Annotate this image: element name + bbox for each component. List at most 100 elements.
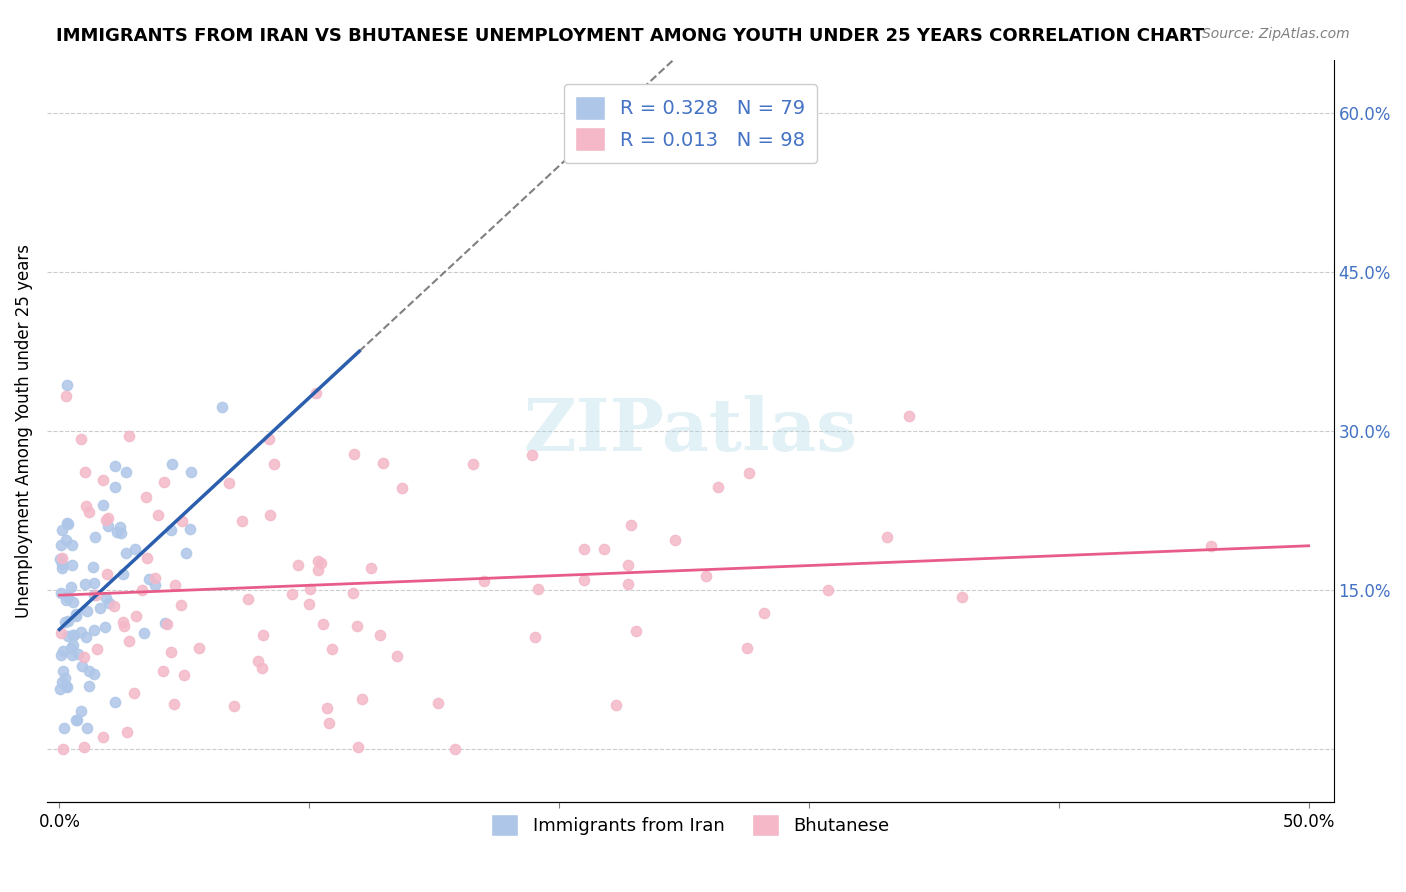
- Point: [104, 458, 127, 473]
- Point: [143, 571, 166, 585]
- Point: [346, 740, 368, 755]
- Point: [83, 624, 105, 638]
- Point: [52, 665, 75, 679]
- Point: [308, 554, 330, 568]
- Point: [152, 475, 174, 490]
- Point: [321, 641, 343, 656]
- Point: [75, 630, 97, 644]
- Point: [56, 516, 79, 531]
- Point: [86, 641, 108, 656]
- Point: [316, 701, 339, 715]
- Point: [617, 558, 640, 572]
- Point: [463, 457, 485, 471]
- Point: [73, 740, 96, 755]
- Point: [56, 516, 79, 531]
- Point: [173, 667, 195, 681]
- Point: [97, 596, 120, 610]
- Point: [616, 577, 638, 591]
- Point: [117, 633, 139, 648]
- Point: [60, 648, 83, 663]
- Point: [170, 515, 193, 529]
- Point: [108, 520, 131, 534]
- Point: [307, 563, 329, 577]
- Point: [170, 598, 193, 612]
- Point: [79, 504, 101, 518]
- Point: [250, 661, 273, 675]
- Point: [352, 692, 374, 706]
- Point: [76, 721, 98, 735]
- Point: [735, 641, 758, 656]
- Point: [97, 518, 120, 533]
- Point: [104, 480, 127, 494]
- Point: [114, 546, 136, 560]
- Point: [593, 541, 616, 556]
- Point: [391, 481, 413, 495]
- Point: [56, 615, 79, 629]
- Point: [572, 541, 595, 556]
- Point: [89, 601, 111, 615]
- Point: [342, 447, 364, 461]
- Point: [70, 624, 93, 639]
- Point: [63, 628, 86, 642]
- Point: [132, 626, 155, 640]
- Point: [69, 704, 91, 718]
- Point: [111, 567, 134, 582]
- Point: [56, 680, 79, 694]
- Point: [70, 432, 93, 446]
- Point: [55, 533, 77, 548]
- Point: [53, 615, 76, 629]
- Point: [83, 576, 105, 591]
- Point: [94, 513, 117, 527]
- Point: [572, 574, 595, 588]
- Point: [876, 530, 898, 544]
- Point: [94, 620, 117, 634]
- Point: [112, 619, 135, 633]
- Point: [160, 524, 183, 538]
- Point: [527, 582, 550, 597]
- Point: [620, 518, 643, 533]
- Point: [49, 586, 72, 600]
- Point: [75, 500, 97, 514]
- Point: [58, 591, 80, 605]
- Point: [49, 552, 72, 566]
- Point: [65, 608, 87, 623]
- Point: [49, 626, 72, 640]
- Point: [131, 583, 153, 598]
- Point: [122, 686, 145, 700]
- Point: [305, 385, 328, 400]
- Point: [94, 591, 117, 605]
- Point: [1201, 539, 1223, 553]
- Point: [707, 480, 730, 494]
- Point: [163, 577, 186, 591]
- Point: [97, 511, 120, 525]
- Point: [56, 378, 79, 392]
- Point: [76, 604, 98, 618]
- Point: [60, 538, 83, 552]
- Point: [118, 429, 141, 443]
- Point: [297, 597, 319, 611]
- Point: [426, 696, 449, 710]
- Point: [231, 514, 253, 528]
- Point: [96, 566, 118, 581]
- Point: [115, 725, 138, 739]
- Point: [65, 713, 87, 727]
- Point: [51, 674, 73, 689]
- Point: [236, 591, 259, 606]
- Point: [105, 524, 128, 539]
- Point: [263, 458, 285, 472]
- Point: [65, 607, 87, 622]
- Point: [247, 654, 270, 668]
- Point: [898, 409, 921, 424]
- Point: [62, 628, 84, 642]
- Point: [524, 630, 547, 644]
- Point: [368, 628, 391, 642]
- Point: [82, 560, 104, 574]
- Point: [188, 640, 211, 655]
- Point: [444, 742, 467, 756]
- Text: ZIPatlas: ZIPatlas: [523, 395, 858, 467]
- Point: [124, 542, 146, 557]
- Point: [83, 530, 105, 544]
- Point: [259, 508, 281, 522]
- Point: [66, 647, 89, 661]
- Point: [624, 624, 647, 638]
